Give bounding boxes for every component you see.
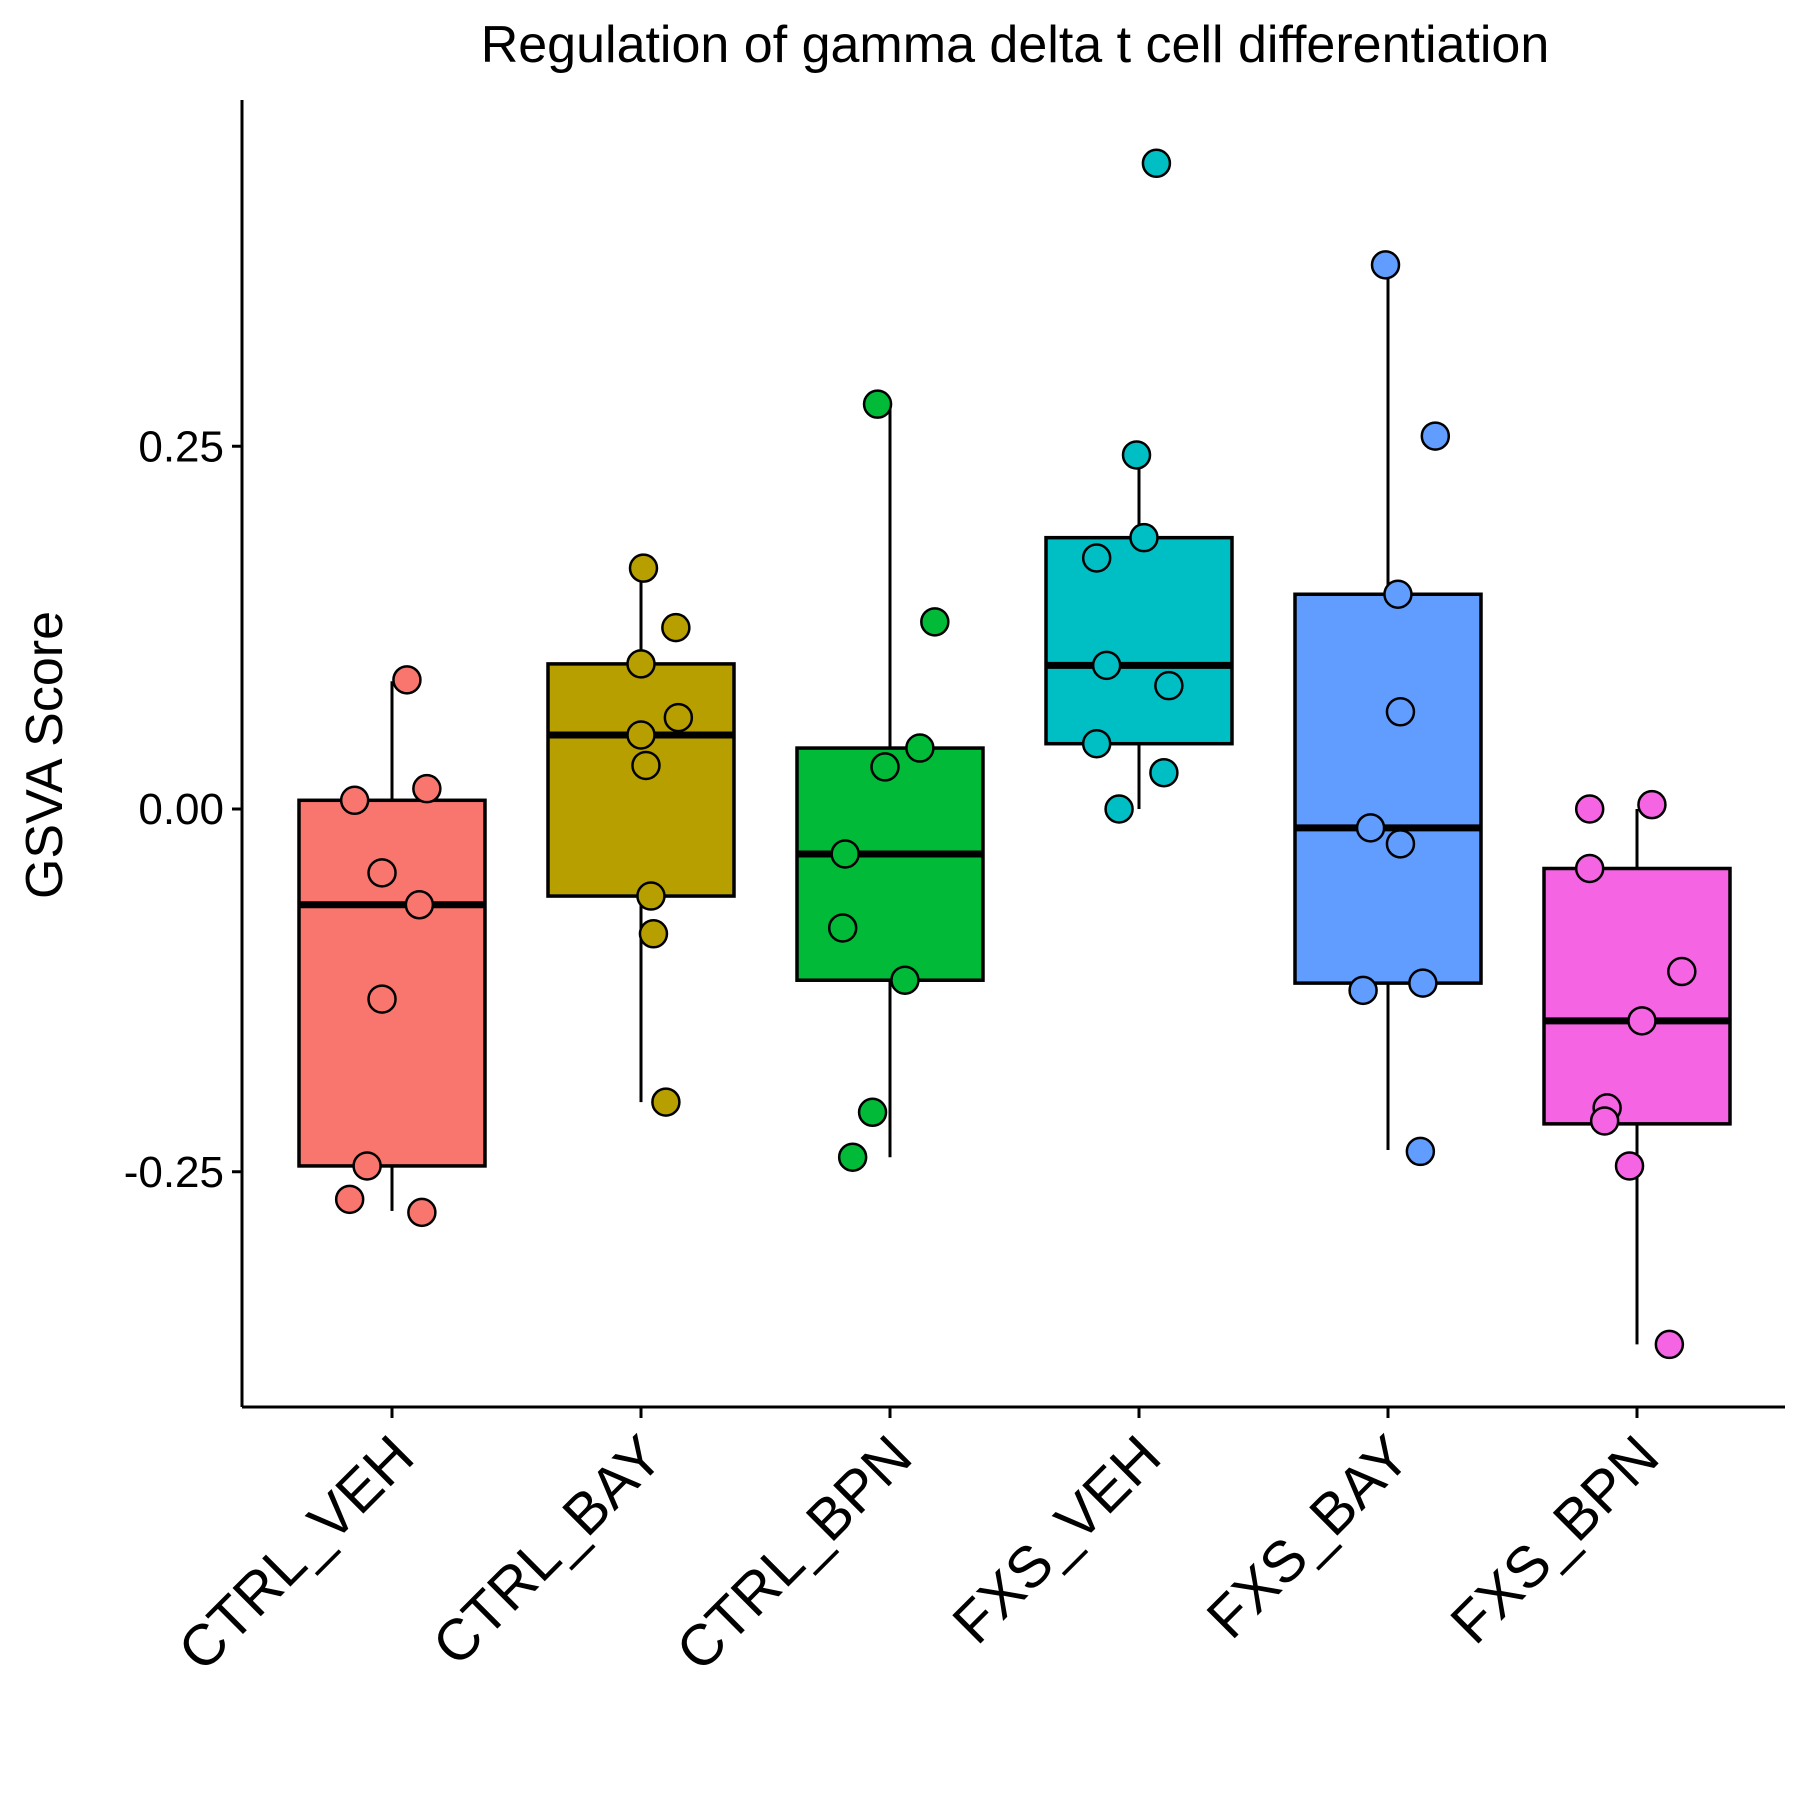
box: [297, 798, 487, 1168]
box-group-fxs-bpn: [1542, 789, 1732, 1360]
data-point: [1149, 757, 1179, 788]
data-point: [626, 649, 656, 679]
data-point: [1121, 440, 1152, 470]
x-tick-label: CTRL_BAY: [420, 1423, 675, 1678]
y-axis-label: GSVA Score: [16, 611, 74, 899]
data-point: [651, 1087, 681, 1117]
box: [1542, 866, 1732, 1126]
box: [1044, 535, 1234, 746]
data-point: [1370, 250, 1401, 280]
plot-area: [297, 148, 1732, 1360]
data-point: [1408, 968, 1438, 998]
box: [1293, 592, 1483, 985]
data-point: [870, 752, 900, 782]
data-point: [1081, 728, 1112, 759]
data-point: [827, 913, 858, 943]
data-point: [367, 858, 397, 888]
data-point: [661, 612, 691, 643]
data-point: [1355, 813, 1386, 843]
data-point: [1654, 1329, 1685, 1360]
data-point: [1667, 956, 1697, 987]
x-tick-label: FXS_BAY: [1195, 1423, 1423, 1651]
data-point: [1405, 1136, 1436, 1167]
data-point: [1081, 543, 1112, 573]
data-point: [407, 1197, 437, 1228]
data-point: [1348, 975, 1378, 1006]
data-point: [392, 665, 422, 695]
x-tick-label: CTRL_BPN: [664, 1423, 924, 1683]
y-tick-label: -0.25: [124, 1148, 224, 1197]
data-point: [1637, 789, 1667, 820]
data-point: [1129, 522, 1159, 553]
data-point: [334, 1184, 365, 1215]
data-point: [1420, 421, 1451, 451]
data-point: [890, 965, 920, 995]
data-point: [1614, 1151, 1645, 1181]
data-point: [920, 607, 950, 637]
data-point: [663, 702, 694, 733]
data-point: [367, 984, 397, 1014]
data-point: [626, 720, 656, 750]
x-tick-label: CTRL_VEH: [166, 1423, 426, 1683]
data-point: [1091, 650, 1122, 681]
data-point: [352, 1151, 382, 1181]
data-point: [404, 890, 435, 920]
data-point: [339, 785, 370, 816]
data-point: [862, 389, 893, 419]
x-tick-label: FXS_VEH: [940, 1423, 1173, 1656]
data-point: [1154, 670, 1184, 701]
data-point: [631, 750, 661, 781]
box-group-fxs-veh: [1044, 148, 1234, 824]
data-point: [638, 919, 669, 949]
box: [546, 662, 736, 898]
x-tick-label: FXS_BPN: [1438, 1423, 1671, 1656]
data-point: [830, 839, 860, 869]
data-point: [1589, 1106, 1620, 1136]
data-point: [905, 733, 935, 763]
data-point: [1385, 829, 1416, 859]
data-point: [1627, 1006, 1657, 1036]
data-point: [1141, 148, 1172, 179]
box-group-ctrl-bpn: [795, 389, 985, 1172]
box: [795, 746, 985, 982]
data-point: [837, 1142, 868, 1172]
data-point: [1383, 579, 1413, 610]
data-point: [412, 773, 442, 804]
data-point: [1574, 853, 1605, 884]
y-tick-label: 0.00: [138, 785, 224, 834]
box-group-ctrl-bay: [546, 553, 736, 1117]
box-group-fxs-bay: [1293, 250, 1483, 1167]
box-group-ctrl-veh: [297, 665, 487, 1228]
chart-title: Regulation of gamma delta t cell differe…: [481, 16, 1550, 74]
data-point: [857, 1097, 888, 1128]
data-point: [1574, 794, 1605, 824]
data-point: [1104, 794, 1134, 824]
data-point: [1385, 697, 1416, 727]
data-point: [628, 553, 659, 583]
y-tick-label: 0.25: [138, 422, 224, 471]
data-point: [636, 881, 666, 911]
